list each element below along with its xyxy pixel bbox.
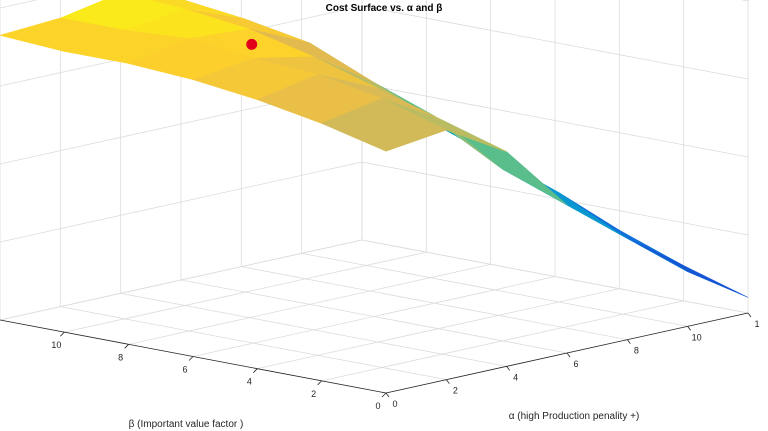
wall-b-horizontal-1 [0,161,363,243]
floor-gridline-beta-2 [257,288,620,370]
floor-gridline-beta-1 [321,300,684,382]
alpha-tick-mark-5 [687,326,691,331]
alpha-tick-mark-1 [446,379,450,384]
alpha-tick-label-1: 2 [453,386,458,396]
wall-b-horizontal-0 [0,239,363,321]
wall-a-horizontal-2 [361,83,749,158]
alpha-axis-label: α (high Production penality +) [509,411,640,422]
alpha-tick-mark-3 [566,352,571,358]
wall-a-horizontal-3 [361,5,749,80]
alpha-tick-label-2: 4 [513,372,518,382]
beta-tick-label-2: 4 [247,377,252,387]
beta-tick-mark-0 [381,392,387,398]
beta-tick-mark-3 [188,356,194,361]
beta-tick-mark-2 [253,368,258,373]
optimum-marker[interactable] [246,38,258,50]
beta-tick-label-5: 10 [51,340,61,350]
surface-patch-5-1 [558,192,684,266]
beta-tick-mark-4 [124,344,129,349]
beta-tick-mark-1 [317,380,322,386]
alpha-tick-mark-6 [747,312,752,318]
surface-patch-5-0 [623,235,749,298]
axis-grid [0,0,749,394]
surface-patch-0-0 [320,98,448,152]
beta-tick-label-1: 2 [311,389,316,399]
beta-tick-label-4: 8 [118,352,123,362]
cost-surface [0,0,749,298]
beta-tick-label-3: 6 [182,365,187,375]
wall-a-horizontal-0 [361,239,749,314]
alpha-tick-mark-4 [627,339,631,344]
alpha-tick-label-5: 10 [692,332,702,342]
alpha-tick-mark-0 [385,392,390,398]
beta-tick-label-0: 0 [375,401,380,411]
beta-tick-mark-5 [60,331,65,337]
floor-gridline-beta-3 [192,276,556,357]
alpha-tick-mark-2 [506,366,510,371]
chart-title: Cost Surface vs. α and β [326,3,443,14]
floor-gridline-beta-5 [64,251,427,333]
alpha-tick-label-0: 0 [392,399,397,409]
beta-axis-label: β (Important value factor ) [129,419,244,430]
optimum-marker-group [246,38,258,50]
alpha-tick-label-4: 8 [634,346,639,356]
alpha-tick-label-6: 1 [754,319,759,329]
alpha-tick-label-3: 6 [573,359,578,369]
floor-gridline-beta-4 [128,263,491,345]
